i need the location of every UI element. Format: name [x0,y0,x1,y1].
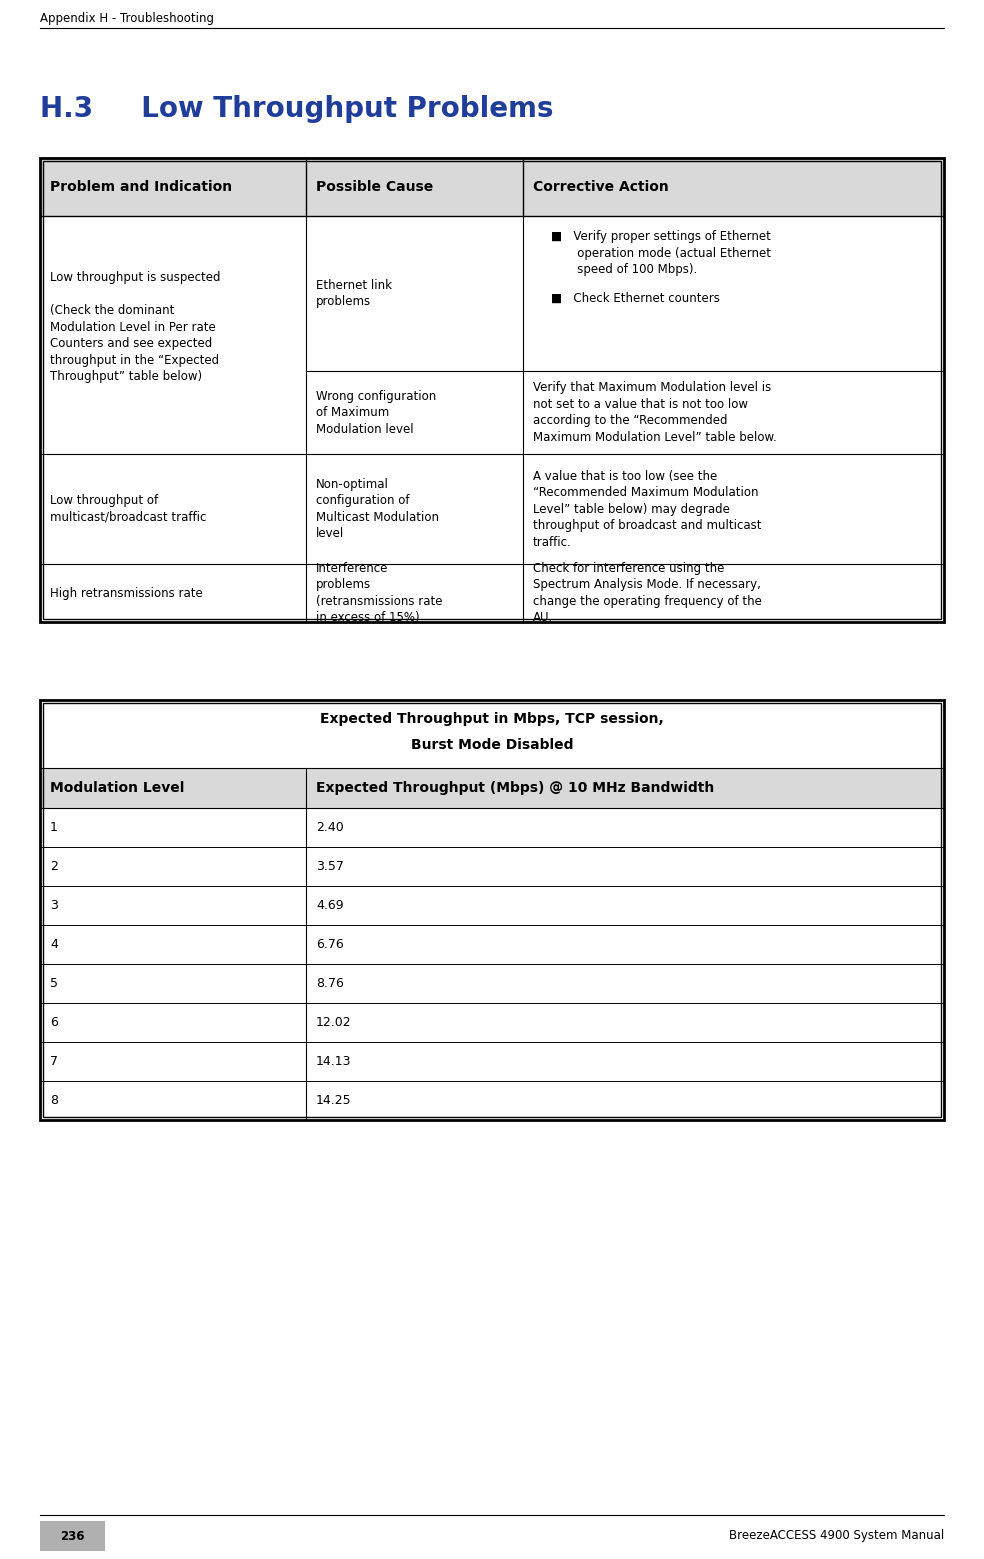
Text: 2: 2 [50,861,58,873]
Text: Low throughput is suspected

(Check the dominant
Modulation Level in Per rate
Co: Low throughput is suspected (Check the d… [50,271,220,384]
Text: 8.76: 8.76 [316,977,343,990]
Text: 236: 236 [60,1529,85,1542]
Text: Burst Mode Disabled: Burst Mode Disabled [410,737,574,751]
Bar [40,1522,105,1551]
Text: 14.25: 14.25 [316,1094,351,1107]
Text: 6.76: 6.76 [316,939,343,951]
Text: Corrective Action: Corrective Action [533,179,669,193]
Text: 14.13: 14.13 [316,1055,351,1068]
Text: 6: 6 [50,1016,58,1029]
Text: High retransmissions rate: High retransmissions rate [50,586,203,600]
Bar [40,700,944,1119]
Text: Verify that Maximum Modulation level is
not set to a value that is not too low
a: Verify that Maximum Modulation level is … [533,382,776,444]
Bar [40,157,944,217]
Text: ■   Verify proper settings of Ethernet
       operation mode (actual Ethernet
  : ■ Verify proper settings of Ethernet ope… [551,231,771,276]
Text: Interference
problems
(retransmissions rate
in excess of 15%): Interference problems (retransmissions r… [316,561,443,624]
Text: Appendix H - Troubleshooting: Appendix H - Troubleshooting [40,12,214,25]
Text: 4.69: 4.69 [316,900,343,912]
Text: 3.57: 3.57 [316,861,343,873]
Text: 5: 5 [50,977,58,990]
Text: Non-optimal
configuration of
Multicast Modulation
level: Non-optimal configuration of Multicast M… [316,477,439,541]
Text: Low throughput of
multicast/broadcast traffic: Low throughput of multicast/broadcast tr… [50,494,207,524]
Text: Modulation Level: Modulation Level [50,781,184,795]
Text: Expected Throughput (Mbps) @ 10 MHz Bandwidth: Expected Throughput (Mbps) @ 10 MHz Band… [316,781,714,795]
Bar [43,161,941,619]
Text: 1: 1 [50,822,58,834]
Bar [43,703,941,1116]
Text: Ethernet link
problems: Ethernet link problems [316,279,392,309]
Text: H.3     Low Throughput Problems: H.3 Low Throughput Problems [40,95,554,123]
Text: 8: 8 [50,1094,58,1107]
Text: Expected Throughput in Mbps, TCP session,: Expected Throughput in Mbps, TCP session… [320,712,664,726]
Text: A value that is too low (see the
“Recommended Maximum Modulation
Level” table be: A value that is too low (see the “Recomm… [533,469,762,549]
Text: 2.40: 2.40 [316,822,343,834]
Text: Wrong configuration
of Maximum
Modulation level: Wrong configuration of Maximum Modulatio… [316,390,436,435]
Text: 12.02: 12.02 [316,1016,351,1029]
Text: 7: 7 [50,1055,58,1068]
Text: 4: 4 [50,939,58,951]
Text: BreezeACCESS 4900 System Manual: BreezeACCESS 4900 System Manual [729,1529,944,1542]
Bar [40,769,944,808]
Text: 3: 3 [50,900,58,912]
Text: Check for interference using the
Spectrum Analysis Mode. If necessary,
change th: Check for interference using the Spectru… [533,561,762,624]
Text: ■   Check Ethernet counters: ■ Check Ethernet counters [551,292,720,306]
Bar [40,157,944,622]
Text: Problem and Indication: Problem and Indication [50,179,232,193]
Text: Possible Cause: Possible Cause [316,179,433,193]
